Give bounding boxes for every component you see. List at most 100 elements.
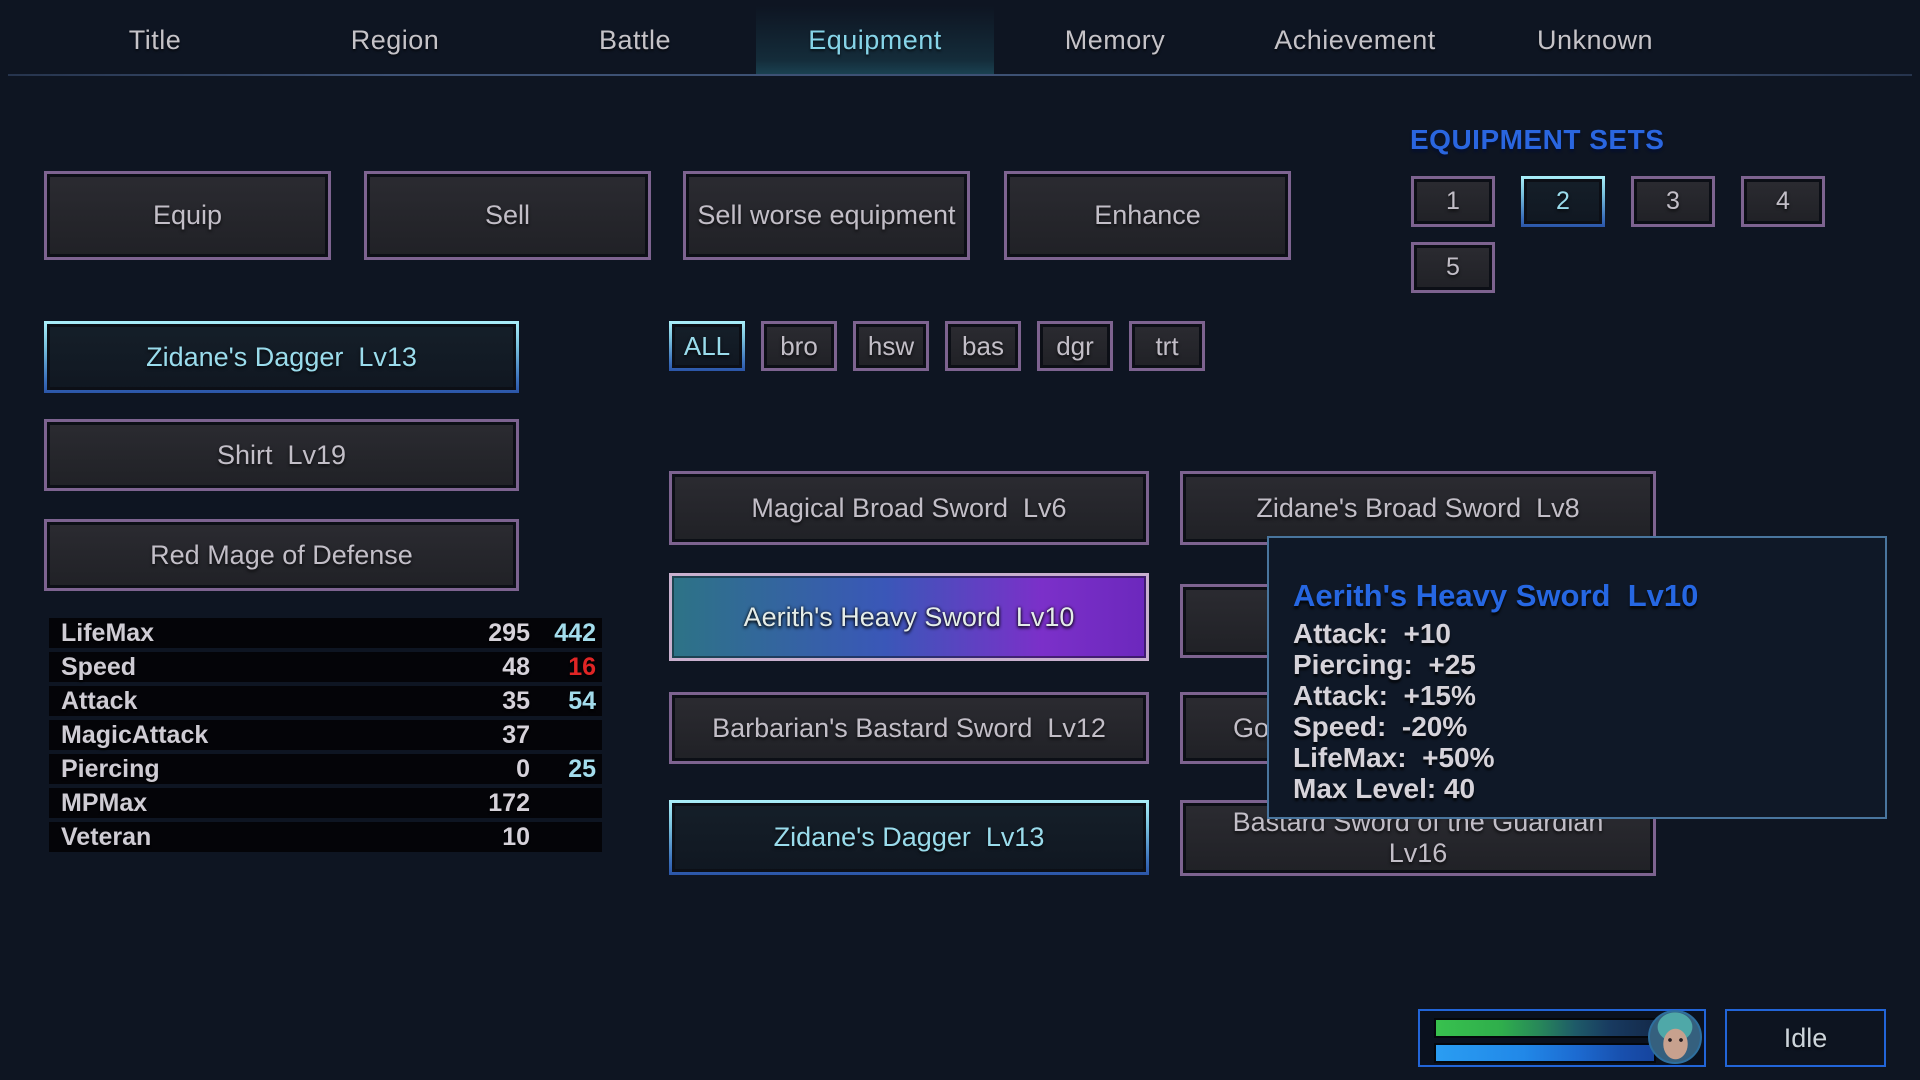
stat-value: 48: [502, 652, 530, 681]
equip-button-label: Equip: [152, 200, 223, 230]
set-2-label: 2: [1556, 187, 1570, 215]
stat-label: LifeMax: [61, 618, 155, 647]
tab-label: Equipment: [808, 25, 942, 55]
equipped-class-button[interactable]: Red Mage of Defense: [44, 519, 519, 591]
idle-label: Idle: [1783, 1022, 1828, 1053]
set-3-label: 3: [1666, 187, 1680, 215]
stat-label: Piercing: [61, 754, 160, 783]
stat-label: MPMax: [61, 788, 148, 817]
tooltip-item-name: Aerith's Heavy Sword Lv10: [1293, 578, 1699, 613]
filter-trt-button[interactable]: trt: [1129, 321, 1205, 371]
stat-value: 295: [488, 618, 530, 647]
set-1-label: 1: [1446, 187, 1460, 215]
idle-status-button[interactable]: Idle: [1725, 1009, 1886, 1067]
filter-bas-button[interactable]: bas: [945, 321, 1021, 371]
item-label: Zidane's Broad Sword Lv8: [1256, 492, 1580, 523]
tab-equipment[interactable]: Equipment: [756, 6, 994, 75]
sell-button[interactable]: Sell: [364, 171, 651, 260]
tooltip-stat-line: Attack: +15%: [1293, 680, 1476, 711]
tab-label: Achievement: [1274, 25, 1436, 55]
set-5-label: 5: [1446, 253, 1460, 281]
tab-label: Title: [128, 25, 182, 55]
stat-modified-value: 25: [568, 754, 596, 783]
sell-worse-equipment-button[interactable]: Sell worse equipment: [683, 171, 970, 260]
equipped-armor-label: Shirt Lv19: [216, 439, 347, 470]
tooltip-stat-line: Attack: +10: [1293, 618, 1451, 649]
tooltip-stat-line: LifeMax: +50%: [1293, 742, 1495, 773]
equipped-class-label: Red Mage of Defense: [150, 539, 413, 570]
tooltip-stat-line: Max Level: 40: [1293, 773, 1476, 804]
equipment-set-2-button[interactable]: 2: [1521, 176, 1605, 227]
equipment-set-3-button[interactable]: 3: [1631, 176, 1715, 227]
filter-all-button[interactable]: ALL: [669, 321, 745, 371]
stat-modified-value: 16: [568, 652, 596, 681]
item-label: Aerith's Heavy Sword Lv10: [743, 601, 1075, 632]
stats-table: LifeMax 295 442 Speed 48 16 Attack 35 54…: [49, 618, 602, 852]
enhance-button-label: Enhance: [1094, 200, 1201, 230]
stat-row-lifemax: LifeMax 295 442: [49, 618, 602, 648]
filter-label: bro: [780, 330, 818, 361]
equipment-set-4-button[interactable]: 4: [1741, 176, 1825, 227]
tab-label: Region: [350, 25, 440, 55]
equipment-sets-title: EQUIPMENT SETS: [1410, 124, 1665, 155]
tab-achievement[interactable]: Achievement: [1236, 6, 1474, 75]
stat-modified-value: 442: [554, 618, 596, 647]
filter-label: dgr: [1056, 330, 1094, 361]
tab-memory[interactable]: Memory: [996, 6, 1234, 75]
tooltip-stat-line: Piercing: +25: [1293, 649, 1476, 680]
tab-label: Memory: [1064, 25, 1166, 55]
stat-row-veteran: Veteran 10: [49, 822, 602, 852]
stat-row-attack: Attack 35 54: [49, 686, 602, 716]
item-label: Barbarian's Bastard Sword Lv12: [712, 712, 1106, 743]
stat-label: Attack: [61, 686, 138, 715]
sell-worse-button-label: Sell worse equipment: [697, 200, 956, 230]
stat-value: 10: [502, 822, 530, 851]
tab-battle[interactable]: Battle: [516, 6, 754, 75]
item-label: Zidane's Dagger Lv13: [773, 822, 1045, 852]
tab-title[interactable]: Title: [36, 6, 274, 75]
tooltip-stat-line: Speed: -20%: [1293, 711, 1468, 742]
filter-dgr-button[interactable]: dgr: [1037, 321, 1113, 371]
tab-region[interactable]: Region: [276, 6, 514, 75]
enhance-button[interactable]: Enhance: [1004, 171, 1291, 260]
set-4-label: 4: [1776, 187, 1790, 215]
stat-label: MagicAttack: [61, 720, 209, 749]
equip-button[interactable]: Equip: [44, 171, 331, 260]
hp-bar: [1434, 1018, 1656, 1038]
nav-divider: [8, 74, 1912, 76]
filter-label: trt: [1155, 330, 1179, 361]
tab-label: Battle: [598, 25, 672, 55]
stat-row-magicattack: MagicAttack 37: [49, 720, 602, 750]
equipment-set-1-button[interactable]: 1: [1411, 176, 1495, 227]
item-label: Go: [1233, 712, 1270, 743]
mp-bar: [1434, 1043, 1656, 1063]
filter-label: ALL: [683, 330, 731, 361]
stat-value: 0: [516, 754, 530, 783]
sell-button-label: Sell: [484, 200, 531, 230]
tab-label: Unknown: [1536, 25, 1654, 55]
stat-label: Speed: [61, 652, 137, 681]
inventory-item-barbarians-bastard-sword[interactable]: Barbarian's Bastard Sword Lv12: [669, 692, 1149, 764]
stat-modified-value: 54: [568, 686, 596, 715]
stat-value: 37: [502, 720, 530, 749]
filter-label: hsw: [867, 330, 915, 361]
tab-unknown[interactable]: Unknown: [1476, 6, 1714, 75]
inventory-item-zidanes-dagger[interactable]: Zidane's Dagger Lv13: [669, 800, 1149, 875]
equipped-weapon-label: Zidane's Dagger Lv13: [146, 341, 417, 372]
filter-hsw-button[interactable]: hsw: [853, 321, 929, 371]
stat-row-mpmax: MPMax 172: [49, 788, 602, 818]
inventory-item-zidanes-broad-sword[interactable]: Zidane's Broad Sword Lv8: [1180, 471, 1656, 545]
equipped-weapon-button[interactable]: Zidane's Dagger Lv13: [44, 321, 519, 393]
stat-row-piercing: Piercing 0 25: [49, 754, 602, 784]
filter-bro-button[interactable]: bro: [761, 321, 837, 371]
item-tooltip: Aerith's Heavy Sword Lv10 Attack: +10 Pi…: [1267, 536, 1887, 819]
stat-row-speed: Speed 48 16: [49, 652, 602, 682]
inventory-item-aeriths-heavy-sword[interactable]: Aerith's Heavy Sword Lv10: [669, 573, 1149, 661]
equipped-armor-button[interactable]: Shirt Lv19: [44, 419, 519, 491]
character-status-panel: [1418, 1009, 1706, 1067]
stat-value: 172: [488, 788, 530, 817]
item-label-line2: Lv16: [1388, 838, 1448, 868]
equipment-set-5-button[interactable]: 5: [1411, 242, 1495, 293]
inventory-item-magical-broad-sword[interactable]: Magical Broad Sword Lv6: [669, 471, 1149, 545]
